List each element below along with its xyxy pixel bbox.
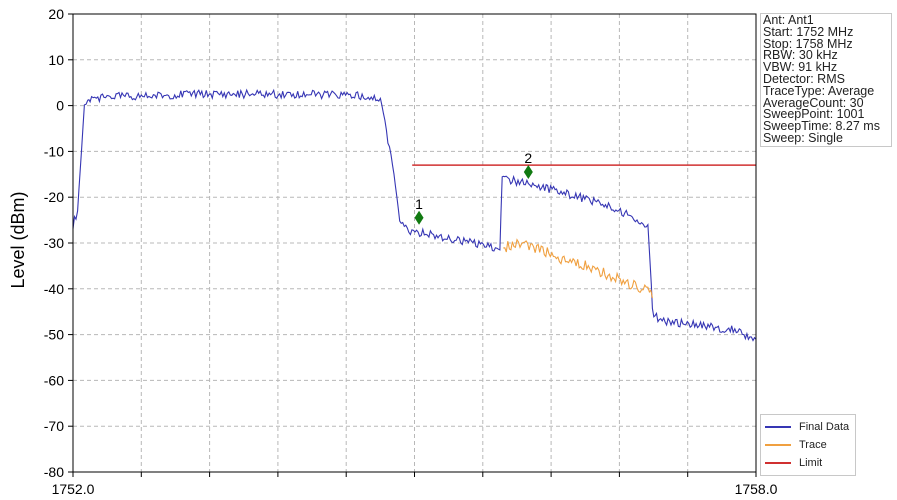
legend-label-final-data: Final Data (799, 421, 850, 433)
legend-label-limit: Limit (799, 457, 823, 469)
marker-1 (414, 210, 424, 225)
info-vbw: VBW: 91 kHz (763, 60, 838, 75)
info-average-count: AverageCount: 30 (763, 95, 864, 110)
info-trace-type: TraceType: Average (763, 83, 875, 98)
y-axis-label: Level (dBm) (8, 191, 28, 288)
y-tick-label: -30 (44, 235, 64, 251)
series-layer (72, 88, 757, 342)
y-tick-label: -60 (44, 372, 64, 388)
y-tick-label: 10 (48, 52, 64, 68)
measurement-info-box: Ant: Ant1 Start: 1752 MHz Stop: 1758 MHz… (760, 13, 892, 147)
y-tick-label: -40 (44, 281, 64, 297)
legend-item-final-data: Final Data (765, 418, 851, 436)
marker-label-1: 1 (415, 196, 423, 212)
legend-item-trace: Trace (765, 436, 851, 454)
y-tick-label: -20 (44, 189, 64, 205)
y-tick-label: -50 (44, 327, 64, 343)
y-tick-label: -80 (44, 464, 64, 480)
info-sweep-point: SweepPoint: 1001 (763, 107, 865, 122)
series-trace (503, 238, 653, 299)
legend-label-trace: Trace (799, 439, 827, 451)
marker-label-2: 2 (524, 150, 532, 166)
info-sweep-time: SweepTime: 8.27 ms (763, 119, 880, 134)
y-tick-label: 0 (56, 98, 64, 114)
legend-swatch-limit (765, 462, 791, 464)
info-detector: Detector: RMS (763, 71, 845, 86)
series-final-data (72, 88, 757, 342)
y-tick-label: -10 (44, 143, 64, 159)
legend: Final Data Trace Limit (760, 414, 856, 476)
info-antenna: Ant: Ant1 (763, 13, 814, 27)
plot-area (73, 14, 756, 472)
legend-swatch-final-data (765, 426, 791, 428)
x-tick-label-start: 1752.0 (52, 481, 95, 497)
info-start: Start: 1752 MHz (763, 24, 854, 39)
x-tick-label-end: 1758.0 (735, 481, 778, 497)
info-rbw: RBW: 30 kHz (763, 48, 838, 63)
plot-border (72, 13, 757, 473)
info-stop: Stop: 1758 MHz (763, 36, 853, 51)
legend-swatch-trace (765, 444, 791, 446)
legend-item-limit: Limit (765, 454, 851, 472)
info-sweep: Sweep: Single (763, 130, 843, 145)
marker-2 (523, 165, 533, 180)
marker-layer: 12 (414, 150, 533, 225)
y-tick-label: 20 (48, 6, 64, 22)
y-tick-label: -70 (44, 418, 64, 434)
